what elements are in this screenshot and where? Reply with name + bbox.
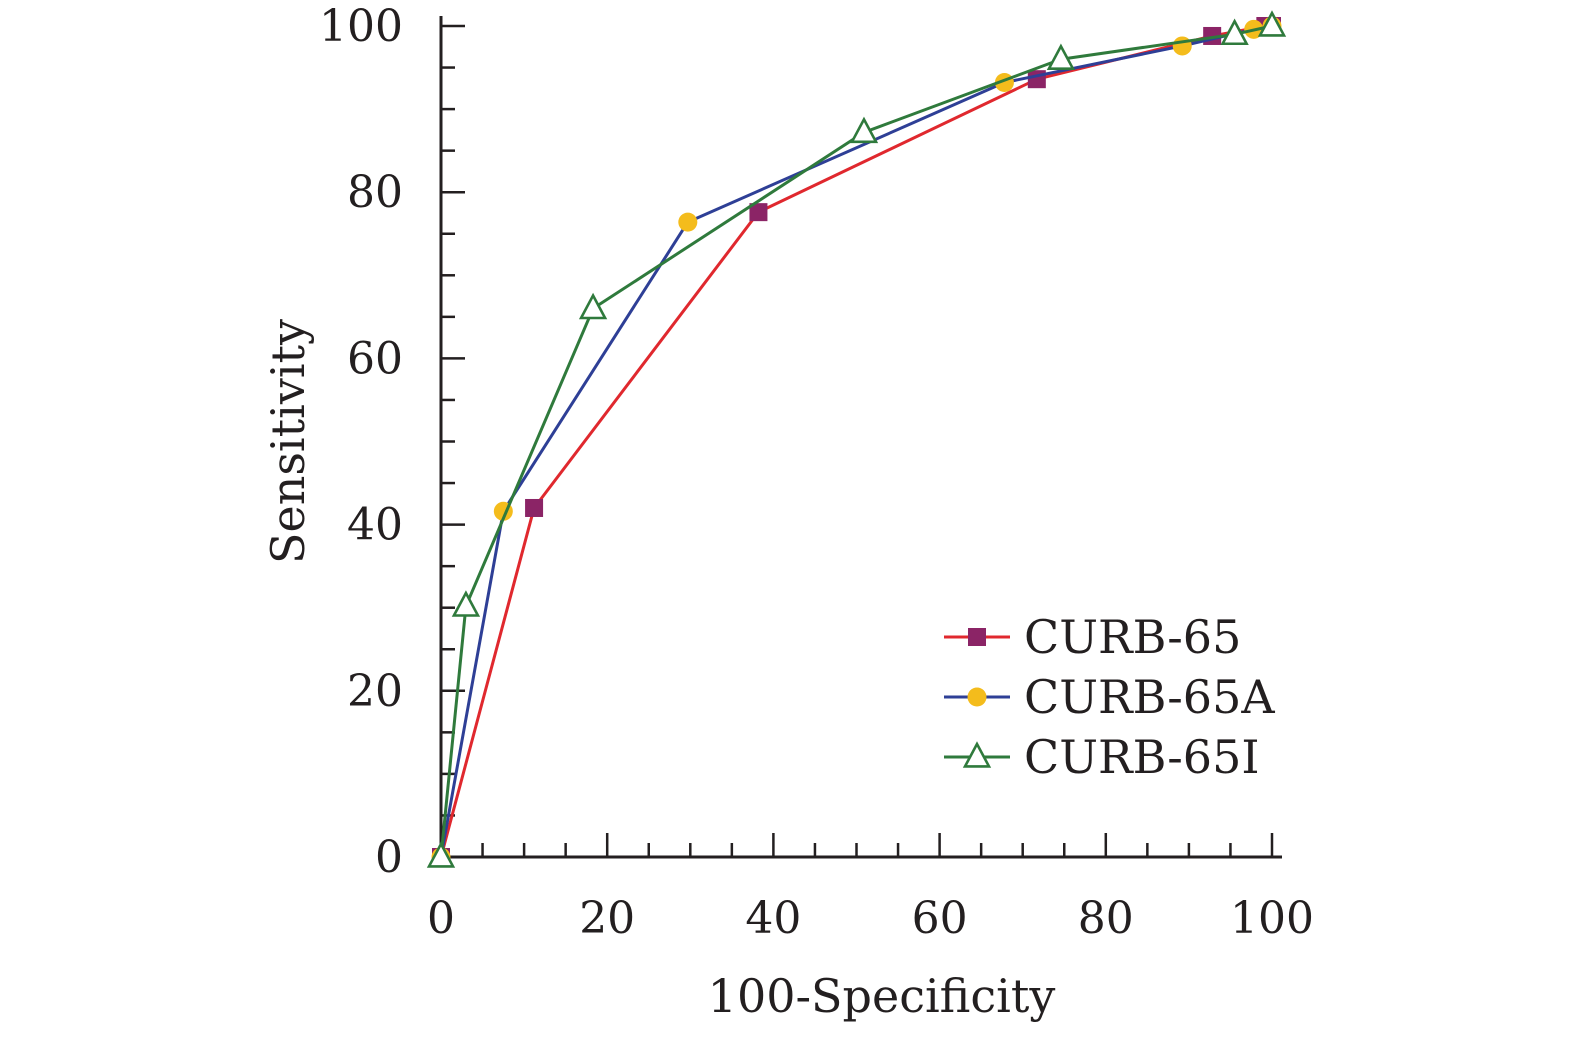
series-layer [426,10,1287,868]
y-axis-title: Sensitivity [261,319,315,564]
legend-marker [967,687,987,707]
data-point [578,292,608,320]
y-tick-label: 40 [347,500,403,551]
x-tick-label: 60 [912,893,968,944]
y-tick-label: 20 [347,666,403,717]
legend-item: CURB-65 [944,610,1241,664]
legend-label: CURB-65I [1024,730,1260,784]
data-point [1027,70,1046,89]
legend-marker [968,628,986,646]
x-tick-label: 0 [427,893,455,944]
axes: 0 20 40 60 80 100 0 20 40 60 80 100 100-Specificity S… [261,1,1314,1023]
x-tick-label: 20 [579,893,635,944]
data-point [451,590,481,617]
x-axis-title: 100-Specificity [708,969,1056,1023]
legend-label: CURB-65 [1024,610,1241,664]
y-tick-label: 100 [319,1,403,52]
data-point [678,212,698,232]
x-tick-label: 80 [1078,893,1134,944]
data-point [1257,10,1287,37]
y-tick-label: 60 [347,333,403,384]
data-point [525,498,544,517]
legend: CURB-65 CURB-65A CURB-65I [944,610,1275,784]
legend-item: CURB-65I [944,730,1260,784]
legend-label: CURB-65A [1024,670,1275,724]
data-point [749,203,768,222]
x-tick-label: 100 [1230,893,1314,944]
data-point [1220,18,1249,46]
x-tick-label: 40 [745,893,801,944]
data-point [426,841,456,868]
legend-marker [962,741,992,768]
data-point [849,116,879,144]
legend-item: CURB-65A [944,670,1275,724]
data-point [1046,43,1076,70]
data-point [1172,36,1192,56]
series-2 [426,10,1287,868]
y-tick-label: 0 [375,832,403,883]
y-tick-label: 80 [347,167,403,218]
